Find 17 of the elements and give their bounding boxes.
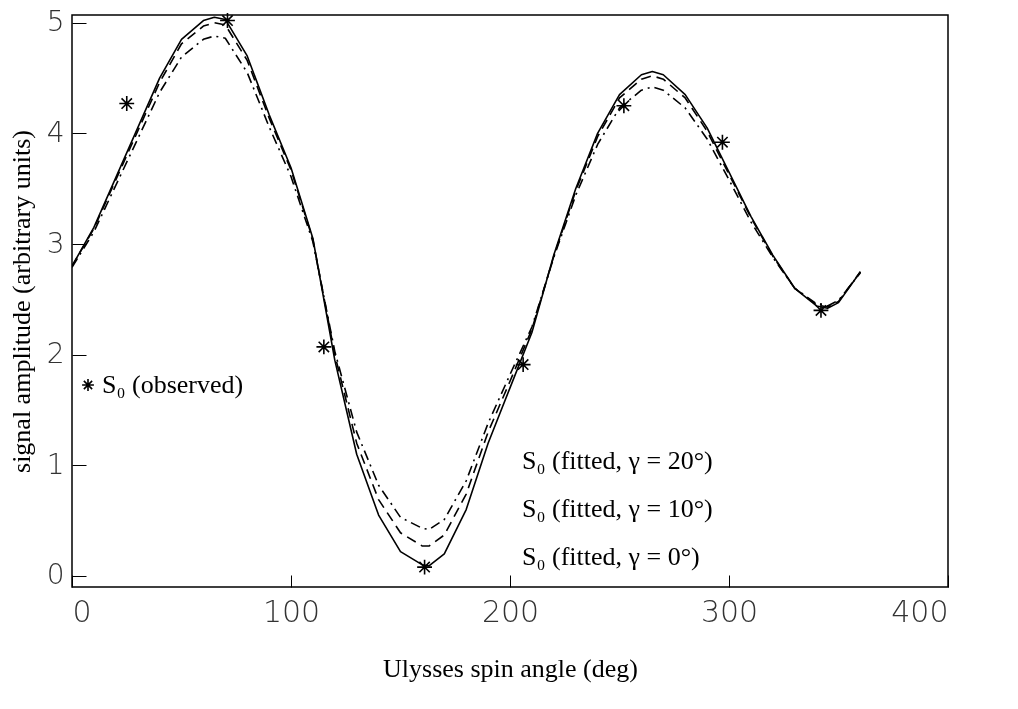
x-axis-title: Ulysses spin angle (deg): [383, 653, 638, 683]
y-tick-label: 0: [46, 558, 65, 592]
x-tick-label: 100: [262, 593, 321, 629]
x-tick-label: 300: [700, 593, 759, 629]
legend-label: S₀ (observed): [102, 370, 244, 399]
y-tick-label: 4: [46, 115, 65, 149]
text: S₀ (fitted, γ = 0°): [522, 542, 700, 571]
x-tick-label: 0: [72, 593, 92, 629]
x-tick-label: 200: [481, 593, 540, 629]
y-tick-label: 2: [46, 337, 65, 371]
y-tick-label: 3: [46, 226, 65, 260]
y-tick-label: 5: [46, 5, 65, 39]
y-tick-label: 1: [46, 447, 65, 481]
y-axis-title: signal amplitude (arbitrary units): [6, 130, 36, 473]
text: S₀ (fitted, γ = 10°): [522, 494, 713, 523]
series-label: S₀ (fitted, γ = 20°): [522, 446, 713, 475]
x-tick-label: 400: [891, 593, 949, 629]
